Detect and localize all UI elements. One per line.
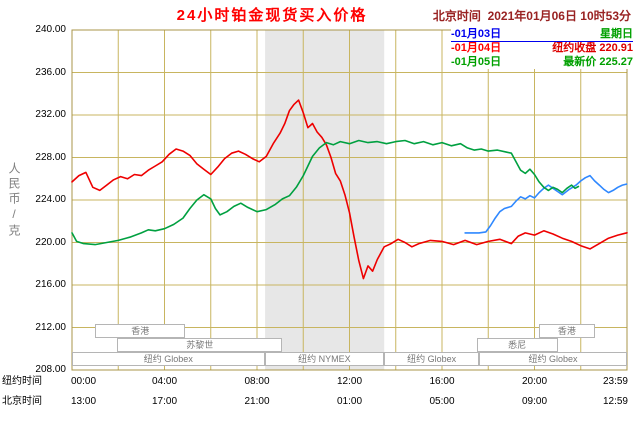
x-tick-label: 08:00 (244, 376, 270, 387)
legend-series-label: -01月03日 (451, 28, 502, 40)
price-line-01月03日 (464, 174, 628, 234)
legend-dash-icon: - (451, 56, 455, 68)
session-box: 纽约 Globex (72, 352, 265, 366)
legend-row-jan04: -01月04日 纽约收盘 220.91 (451, 41, 633, 55)
legend-row-jan05: -01月05日 最新价 225.27 (451, 55, 633, 69)
legend: -01月03日 星期日 -01月04日 纽约收盘 220.91 -01月05日 … (451, 27, 633, 69)
legend-series-label: -01月04日 (451, 42, 502, 54)
x-tick-label: 21:00 (244, 396, 270, 407)
y-tick-label: 228.00 (35, 151, 66, 163)
y-tick-label: 224.00 (35, 194, 66, 205)
legend-series-value: 最新价 225.27 (563, 56, 633, 68)
y-tick-label: 220.00 (35, 236, 66, 248)
legend-series-label: -01月05日 (451, 56, 502, 68)
x-tick-label: 20:00 (521, 376, 548, 387)
y-tick-label: 212.00 (35, 321, 66, 333)
session-box: 香港 (95, 324, 186, 338)
legend-series-value: 纽约收盘 220.91 (552, 42, 633, 54)
x-tick-label: 12:59 (602, 396, 628, 407)
session-box: 纽约 NYMEX (264, 352, 385, 366)
legend-underline-rule (451, 41, 633, 42)
x-tick-label: 00:00 (71, 376, 97, 387)
beijing-datetime-label: 北京时间 2021年01月06日 10时53分 (432, 9, 631, 23)
x-tick-label: 12:00 (336, 376, 363, 387)
session-box: 香港 (539, 324, 595, 338)
price-line-01月04日 (71, 99, 628, 280)
x-axis-beijing-label: 北京时间 (2, 396, 42, 407)
y-tick-label: 240.00 (35, 24, 66, 35)
session-box: 纽约 Globex (384, 352, 479, 366)
x-tick-label: 09:00 (521, 396, 548, 407)
session-box: 苏黎世 (117, 338, 283, 352)
plot-border (71, 29, 628, 371)
x-tick-label: 05:00 (429, 396, 455, 407)
price-line-01月05日 (71, 139, 580, 246)
y-axis-unit-label: 人民币/克 (7, 162, 21, 239)
legend-row-jan03: -01月03日 星期日 (451, 27, 633, 41)
x-tick-label: 17:00 (151, 396, 178, 407)
session-box: 悉尼 (476, 338, 558, 352)
y-tick-label: 232.00 (35, 109, 66, 120)
chart-title: 24小时铂金现货买入价格 (176, 7, 368, 24)
y-tick-label: 208.00 (35, 364, 66, 375)
legend-dash-icon: - (451, 28, 455, 40)
y-tick-label: 236.00 (35, 66, 66, 78)
x-axis-newyork-label: 纽约时间 (2, 376, 42, 387)
x-tick-label: 13:00 (71, 396, 97, 407)
legend-series-value: 星期日 (600, 28, 633, 40)
x-tick-label: 23:59 (602, 376, 628, 387)
x-tick-label: 16:00 (429, 376, 455, 387)
session-box: 纽约 Globex (479, 352, 627, 366)
legend-dash-icon: - (451, 42, 455, 54)
x-tick-label: 04:00 (151, 376, 178, 387)
y-tick-label: 216.00 (35, 279, 66, 290)
x-tick-label: 01:00 (336, 396, 363, 407)
